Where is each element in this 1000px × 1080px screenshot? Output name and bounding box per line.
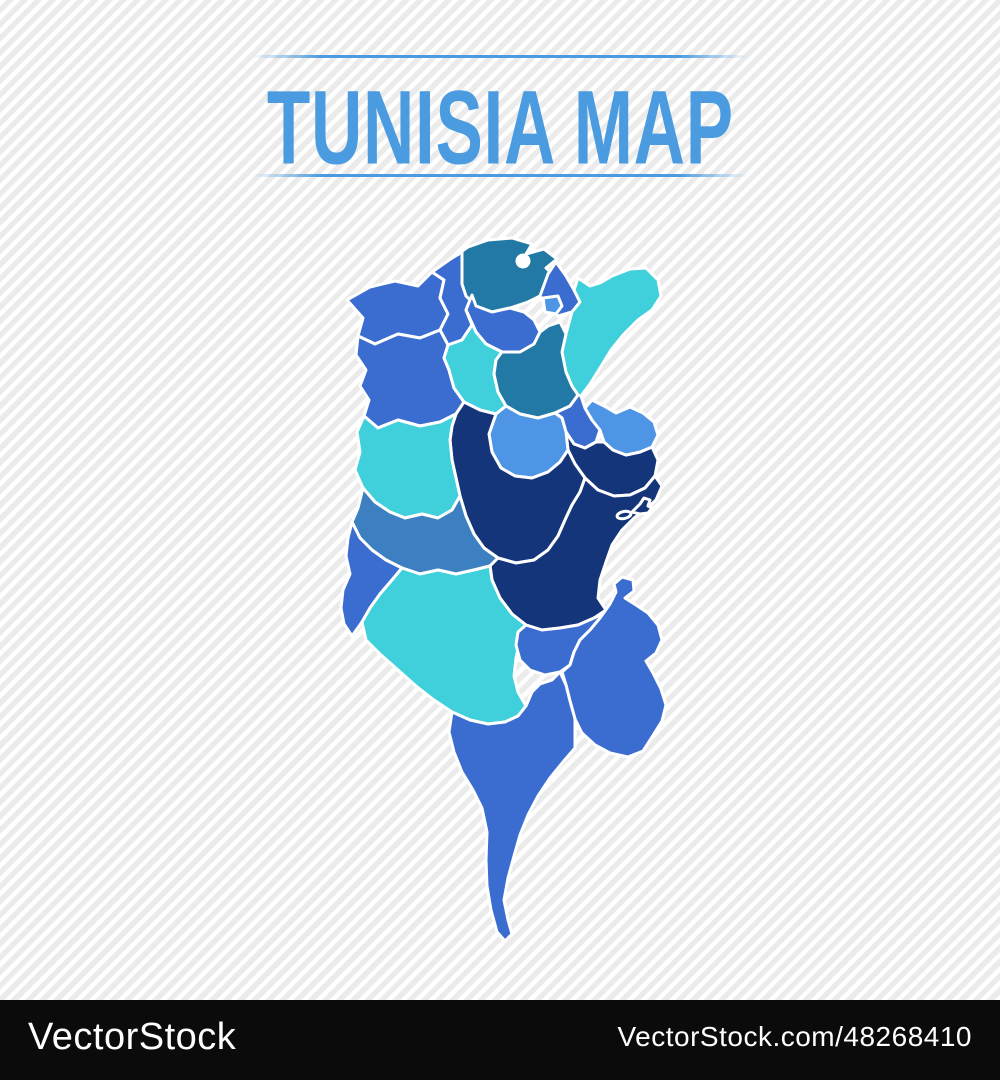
region-monastir bbox=[583, 398, 660, 457]
island-small bbox=[615, 509, 633, 521]
region-tunis bbox=[541, 294, 564, 316]
watermark-url: VectorStock.com/48268410 bbox=[617, 1021, 972, 1052]
page-title: TUNISIA MAP bbox=[0, 68, 1000, 187]
title-underline bbox=[252, 174, 748, 177]
bizerte-lake-notch bbox=[515, 253, 531, 269]
region-medenine bbox=[560, 575, 668, 759]
page-title-text: TUNISIA MAP bbox=[266, 68, 734, 187]
region-tataouine bbox=[447, 670, 577, 943]
title-overline bbox=[252, 55, 748, 58]
watermark-bar: VectorStock VectorStock.com/48268410 bbox=[0, 1000, 1000, 1080]
region-zaghouan bbox=[492, 320, 580, 420]
island-large bbox=[630, 496, 654, 516]
watermark-logo: VectorStock bbox=[28, 1015, 237, 1058]
region-nabeul bbox=[558, 266, 663, 402]
